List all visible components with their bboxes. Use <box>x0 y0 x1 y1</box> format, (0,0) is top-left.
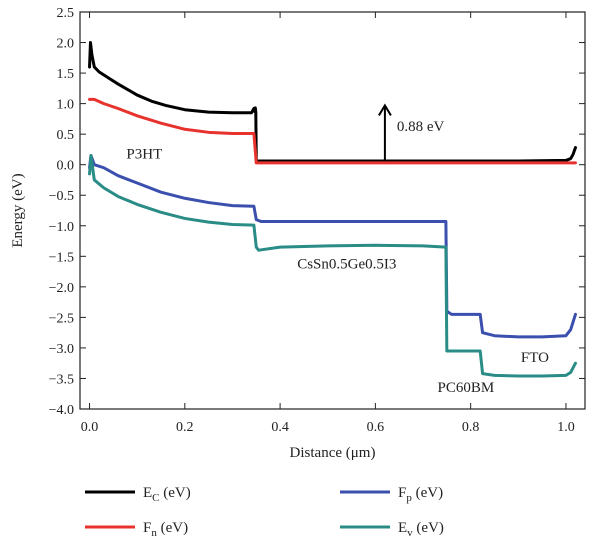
legend-label-1: Fn (eV) <box>143 520 188 539</box>
x-tick-label: 0.6 <box>367 420 385 435</box>
annotation-layer: P3HT 0.88 eV CsSn0.5Ge0.5I3 FTO PC60BM <box>126 103 549 396</box>
y-tick-label: −2.0 <box>49 281 74 296</box>
y-tick-label: −3.5 <box>49 372 74 387</box>
series-line-1 <box>88 97 577 165</box>
x-tick-label: 1.0 <box>557 420 575 435</box>
y-tick-label: −1.0 <box>49 220 74 235</box>
x-tick-label: 0.0 <box>81 420 99 435</box>
arrow-head <box>378 103 392 116</box>
y-tick-label: −3.0 <box>49 342 74 357</box>
annotation-0: P3HT <box>126 147 162 163</box>
plot-frame <box>79 11 586 410</box>
series-line-0 <box>88 41 577 163</box>
legend: EC (eV) Fn (eV) Fp (eV) Ev (eV) <box>85 485 444 539</box>
y-tick-label: 1.0 <box>57 98 75 113</box>
legend-label-3: Ev (eV) <box>398 520 444 539</box>
annotation-1: 0.88 eV <box>397 119 445 135</box>
series-line-2 <box>88 154 577 339</box>
annotation-3: FTO <box>521 350 549 366</box>
y-axis-label: Energy (eV) <box>10 173 26 247</box>
y-tick-label: −0.5 <box>49 189 74 204</box>
legend-label-0: EC (eV) <box>143 485 191 504</box>
x-tick-label: 0.2 <box>176 420 194 435</box>
y-tick-label: −1.5 <box>49 250 74 265</box>
legend-label-2: Fp (eV) <box>398 485 443 504</box>
y-tick-label: −4.0 <box>49 403 74 418</box>
annotation-4: PC60BM <box>438 380 495 396</box>
series-line-3 <box>88 154 577 378</box>
plot-axes: 2.5 2.0 1.5 1.0 0.5 0.0 −0.5 −1.0 −1.5 −2.0 −2.5 −3… <box>10 6 586 461</box>
series-layer <box>88 41 577 378</box>
x-axis-label: Distance (μm) <box>290 445 376 461</box>
y-tick-label: 1.5 <box>57 67 75 82</box>
y-tick-label: 2.0 <box>57 37 75 52</box>
annotation-2: CsSn0.5Ge0.5I3 <box>297 257 396 273</box>
x-tick-label: 0.4 <box>271 420 289 435</box>
y-tick-label: 2.5 <box>57 6 75 21</box>
x-tick-label: 0.8 <box>462 420 480 435</box>
y-tick-label: 0.0 <box>57 159 75 174</box>
y-tick-label: 0.5 <box>57 128 75 143</box>
y-tick-label: −2.5 <box>49 311 74 326</box>
